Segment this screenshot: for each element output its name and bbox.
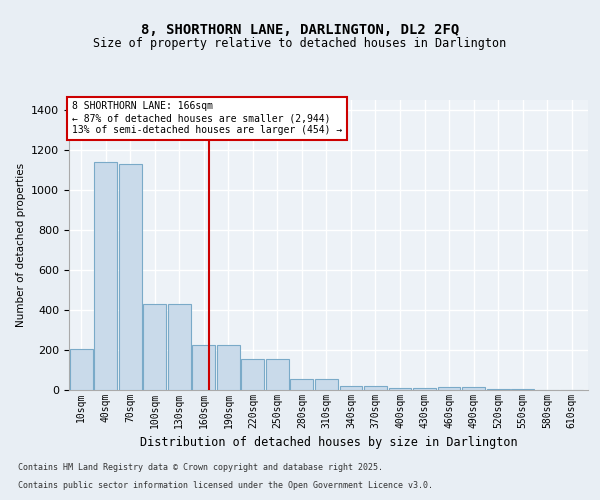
Bar — [266, 359, 289, 390]
Text: 8, SHORTHORN LANE, DARLINGTON, DL2 2FQ: 8, SHORTHORN LANE, DARLINGTON, DL2 2FQ — [141, 22, 459, 36]
Bar — [437, 387, 460, 390]
Bar — [94, 162, 117, 390]
Bar — [119, 164, 142, 390]
Text: Contains public sector information licensed under the Open Government Licence v3: Contains public sector information licen… — [18, 481, 433, 490]
Bar — [217, 345, 240, 390]
Text: 8 SHORTHORN LANE: 166sqm
← 87% of detached houses are smaller (2,944)
13% of sem: 8 SHORTHORN LANE: 166sqm ← 87% of detach… — [71, 102, 342, 134]
Bar — [70, 349, 93, 390]
Bar — [511, 389, 534, 390]
Bar — [389, 388, 412, 390]
Bar — [487, 389, 509, 390]
Bar — [143, 304, 166, 390]
Bar — [168, 304, 191, 390]
Bar — [462, 387, 485, 390]
Y-axis label: Number of detached properties: Number of detached properties — [16, 163, 26, 327]
Text: Size of property relative to detached houses in Darlington: Size of property relative to detached ho… — [94, 38, 506, 51]
Bar — [364, 386, 387, 390]
Bar — [413, 388, 436, 390]
Text: Contains HM Land Registry data © Crown copyright and database right 2025.: Contains HM Land Registry data © Crown c… — [18, 464, 383, 472]
Bar — [241, 359, 265, 390]
Bar — [193, 345, 215, 390]
Bar — [290, 379, 313, 390]
Bar — [315, 379, 338, 390]
X-axis label: Distribution of detached houses by size in Darlington: Distribution of detached houses by size … — [140, 436, 517, 450]
Bar — [340, 386, 362, 390]
